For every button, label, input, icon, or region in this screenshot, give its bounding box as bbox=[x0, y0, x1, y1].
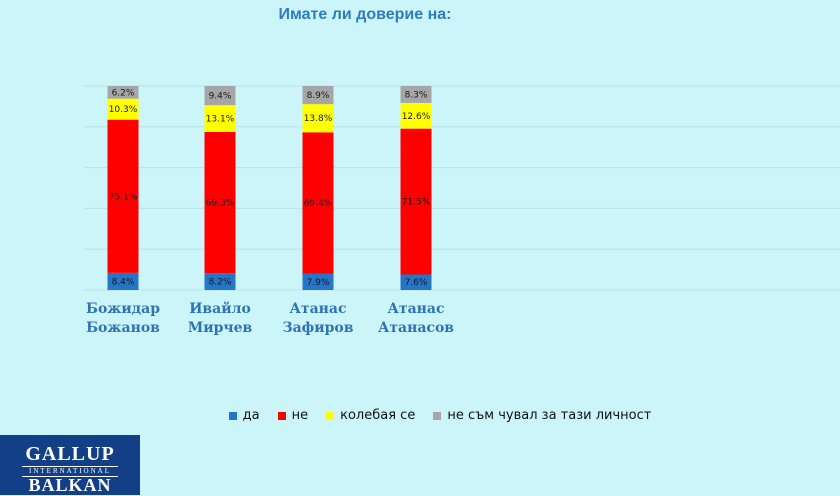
bar-segment bbox=[107, 119, 139, 273]
category-labels: Божидар Божанов Ивайло Мирчев Атанас Зафиров А… bbox=[86, 300, 454, 336]
bar-segment bbox=[204, 273, 236, 290]
category-label: Божанов bbox=[86, 320, 160, 336]
category-label: Зафиров bbox=[282, 320, 353, 336]
chart-title: Имате ли доверие на: bbox=[278, 6, 452, 23]
category-label: Божидар bbox=[86, 301, 160, 317]
data-label: 8.2% bbox=[209, 278, 232, 288]
legend-item: не съм чувал за тази личност bbox=[433, 408, 651, 423]
bar-segment bbox=[107, 272, 139, 290]
data-label: 8.9% bbox=[307, 91, 330, 101]
bar-segment bbox=[302, 273, 334, 290]
bar-segment bbox=[107, 86, 139, 99]
legend-label: колебая се bbox=[340, 408, 416, 423]
bar-segment bbox=[204, 105, 236, 132]
bar-segment bbox=[107, 98, 139, 120]
bar-segment bbox=[302, 86, 334, 105]
bar-segment bbox=[204, 86, 236, 106]
legend-swatch bbox=[228, 411, 237, 420]
legend-swatch bbox=[433, 411, 442, 420]
legend: да не колебая се не съм чувал за тази лично… bbox=[0, 408, 840, 423]
category-label: Атанас bbox=[290, 301, 347, 317]
legend-swatch bbox=[326, 411, 335, 420]
bar-segment bbox=[400, 128, 432, 275]
legend-item: колебая се bbox=[326, 408, 415, 423]
bar-segment bbox=[302, 132, 334, 274]
bar-segment bbox=[204, 131, 236, 274]
stacked-bar-chart: 8.4% 75.1% 10.3% 6.2% 8.2% 69.3% 13.1% 9.4% 7.9%… bbox=[84, 85, 840, 336]
data-label: 12.6% bbox=[402, 112, 431, 122]
bar-segment bbox=[302, 104, 334, 133]
category-label: Мирчев bbox=[188, 320, 253, 336]
data-label: 69.4% bbox=[304, 199, 333, 209]
data-label: 8.3% bbox=[405, 90, 428, 100]
bar-segment bbox=[400, 86, 432, 103]
category-label: Атанас bbox=[388, 301, 445, 317]
legend-swatch bbox=[277, 411, 286, 420]
data-label: 10.3% bbox=[109, 105, 138, 115]
legend-label: не съм чувал за тази личност bbox=[447, 408, 652, 423]
logo-text-international: INTERNATIONAL bbox=[22, 466, 118, 477]
legend-item: не bbox=[277, 408, 309, 423]
legend-item: да bbox=[228, 408, 260, 423]
gallup-logo: GALLUP INTERNATIONAL BALKAN bbox=[0, 435, 140, 495]
data-label: 69.3% bbox=[206, 199, 235, 209]
logo-text-gallup: GALLUP bbox=[25, 443, 115, 465]
data-label: 13.1% bbox=[206, 115, 235, 125]
category-label: Атанасов bbox=[378, 320, 454, 336]
data-label: 7.6% bbox=[405, 278, 428, 288]
data-label: 6.2% bbox=[112, 88, 135, 98]
data-label: 7.9% bbox=[307, 278, 330, 288]
logo-text-balkan: BALKAN bbox=[28, 475, 112, 495]
data-label: 13.8% bbox=[304, 114, 333, 124]
bars: 8.4% 75.1% 10.3% 6.2% 8.2% 69.3% 13.1% 9.4% 7.9%… bbox=[107, 86, 432, 290]
bar-segment bbox=[400, 102, 432, 129]
bar-segment bbox=[400, 274, 432, 290]
legend-label: не bbox=[291, 408, 309, 423]
data-label: 9.4% bbox=[209, 92, 232, 102]
data-label: 71.5% bbox=[402, 198, 431, 208]
category-label: Ивайло bbox=[189, 300, 251, 317]
legend-label: да bbox=[242, 408, 260, 423]
data-label: 8.4% bbox=[112, 277, 135, 287]
data-label: 75.1% bbox=[109, 192, 138, 202]
grid-lines bbox=[84, 85, 840, 291]
